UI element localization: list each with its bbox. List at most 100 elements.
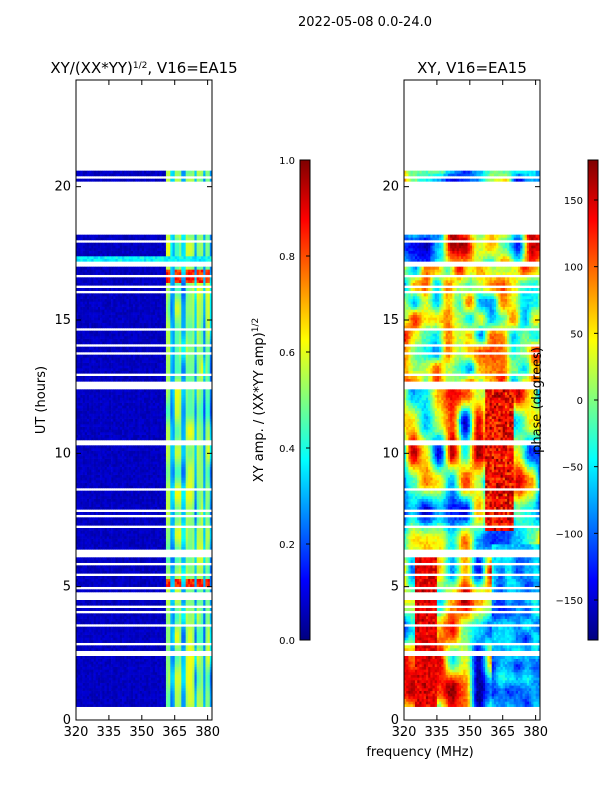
coherence-cell	[203, 464, 206, 467]
coherence-cell	[209, 530, 212, 534]
coherence-cell	[187, 658, 191, 662]
coherence-cell	[133, 602, 136, 606]
coherence-cell	[124, 482, 127, 486]
coherence-cell	[100, 680, 103, 683]
coherence-cell	[157, 693, 160, 697]
coherence-cell	[185, 632, 189, 635]
coherence-cell	[203, 450, 206, 454]
coherence-cell	[89, 453, 92, 457]
coherence-cell	[148, 538, 151, 542]
coherence-cell	[207, 693, 211, 697]
coherence-cell	[190, 466, 193, 470]
coherence-cell	[100, 480, 103, 483]
coherence-cell	[168, 437, 171, 441]
coherence-cell	[207, 560, 211, 563]
coherence-cell	[78, 466, 81, 470]
coherence-cell	[119, 698, 123, 702]
coherence-cell	[100, 541, 103, 545]
coherence-cell	[93, 677, 97, 681]
coherence-cell	[102, 474, 105, 478]
coherence-cell	[117, 565, 121, 569]
coherence-cell	[205, 616, 208, 619]
coherence-cell	[163, 682, 167, 686]
coherence-cell	[170, 690, 173, 694]
coherence-cell	[152, 456, 156, 459]
coherence-cell	[205, 674, 208, 678]
coherence-cell	[139, 506, 143, 510]
coherence-cell	[100, 504, 103, 507]
coherence-cell	[108, 536, 112, 539]
coherence-cell	[111, 584, 114, 587]
coherence-cell	[194, 666, 197, 670]
coherence-cell	[185, 584, 189, 587]
coherence-cell	[80, 504, 83, 507]
coherence-cell	[183, 688, 186, 691]
coherence-cell	[93, 674, 97, 678]
coherence-cell	[150, 688, 154, 691]
coherence-cell	[196, 568, 200, 571]
coherence-cell	[117, 568, 121, 571]
coherence-cell	[198, 474, 202, 478]
coherence-cell	[137, 528, 140, 531]
coherence-cell	[198, 613, 202, 617]
coherence-cell	[117, 576, 121, 579]
coherence-cell	[130, 474, 134, 478]
coherence-cell	[126, 637, 129, 641]
coherence-cell	[89, 677, 92, 681]
coherence-cell	[146, 458, 149, 462]
coherence-cell	[209, 632, 212, 635]
coherence-cell	[91, 682, 94, 686]
coherence-cell	[154, 658, 158, 662]
coherence-cell	[86, 666, 90, 670]
coherence-cell	[91, 693, 94, 697]
coherence-cell	[181, 704, 184, 707]
coherence-cell	[139, 661, 143, 665]
coherence-cell	[122, 570, 125, 574]
coherence-cell	[203, 602, 206, 606]
coherence-cell	[187, 666, 191, 670]
coherence-cell	[115, 637, 118, 641]
coherence-cell	[89, 504, 92, 507]
coherence-cell	[124, 578, 127, 582]
coherence-cell	[170, 568, 173, 571]
coherence-cell	[148, 658, 151, 662]
coherence-cell	[124, 570, 127, 574]
coherence-cell	[148, 544, 151, 547]
coherence-cell	[117, 704, 121, 707]
coherence-cell	[95, 536, 99, 539]
coherence-cell	[84, 608, 88, 611]
coherence-cell	[115, 682, 118, 686]
coherence-cell	[130, 512, 134, 515]
coherence-cell	[102, 632, 105, 635]
coherence-cell	[97, 672, 101, 675]
coherence-cell	[192, 693, 195, 697]
coherence-cell	[104, 656, 108, 659]
coherence-cell	[80, 485, 83, 489]
coherence-cell	[203, 637, 206, 641]
coherence-cell	[86, 661, 90, 665]
coherence-cell	[152, 498, 156, 502]
coherence-cell	[80, 608, 83, 611]
coherence-cell	[117, 672, 121, 675]
coherence-cell	[100, 528, 103, 531]
coherence-cell	[196, 474, 200, 478]
coherence-cell	[194, 453, 197, 457]
coherence-cell	[205, 512, 208, 515]
coherence-cell	[122, 584, 125, 587]
coherence-cell	[144, 461, 147, 465]
coherence-cell	[183, 693, 186, 697]
coherence-cell	[144, 560, 147, 563]
coherence-cell	[176, 472, 180, 475]
coherence-cell	[159, 645, 162, 649]
coherence-cell	[209, 677, 212, 681]
coherence-cell	[161, 621, 165, 625]
coherence-cell	[117, 472, 121, 475]
coherence-cell	[100, 533, 103, 537]
coherence-cell	[117, 696, 121, 699]
coherence-cell	[196, 693, 200, 697]
coherence-cell	[207, 453, 211, 457]
coherence-cell	[194, 637, 197, 641]
coherence-cell	[187, 634, 191, 638]
coherence-cell	[181, 482, 184, 486]
coherence-cell	[128, 696, 132, 699]
